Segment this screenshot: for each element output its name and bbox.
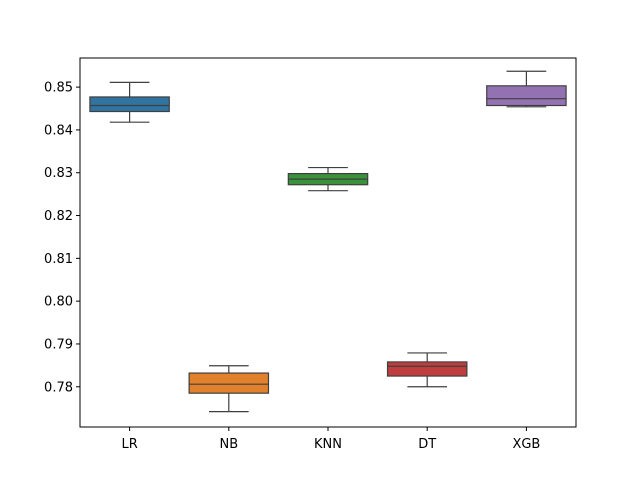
boxes-layer <box>89 70 567 413</box>
y-tick-label: 0.82 <box>44 209 73 224</box>
x-tick-label: DT <box>418 437 436 452</box>
box-iqr <box>188 372 270 394</box>
y-tick-label: 0.83 <box>44 166 73 181</box>
y-tick-label: 0.85 <box>44 81 73 96</box>
x-tick-label: LR <box>121 437 137 452</box>
x-axis: LR NB KNN DT XGB <box>121 427 540 452</box>
box-dt <box>386 352 468 388</box>
y-tick-label: 0.84 <box>44 123 73 138</box>
y-tick-label: 0.78 <box>44 380 73 395</box>
y-tick-label: 0.79 <box>44 337 73 352</box>
x-tick-label: NB <box>219 437 238 452</box>
y-tick-label: 0.80 <box>44 295 73 310</box>
box-xgb <box>486 70 567 108</box>
plot-frame <box>79 57 577 428</box>
box-lr <box>89 81 170 123</box>
box-iqr <box>89 96 170 113</box>
box-knn <box>287 166 369 192</box>
x-tick-label: XGB <box>512 437 540 452</box>
box-iqr <box>486 85 567 107</box>
y-axis: 0.78 0.79 0.80 0.81 0.82 0.83 0.84 0.85 <box>44 81 80 395</box>
box-nb <box>188 365 270 413</box>
y-tick-label: 0.81 <box>44 252 73 267</box>
box-iqr <box>386 361 468 377</box>
x-tick-label: KNN <box>314 437 342 452</box>
